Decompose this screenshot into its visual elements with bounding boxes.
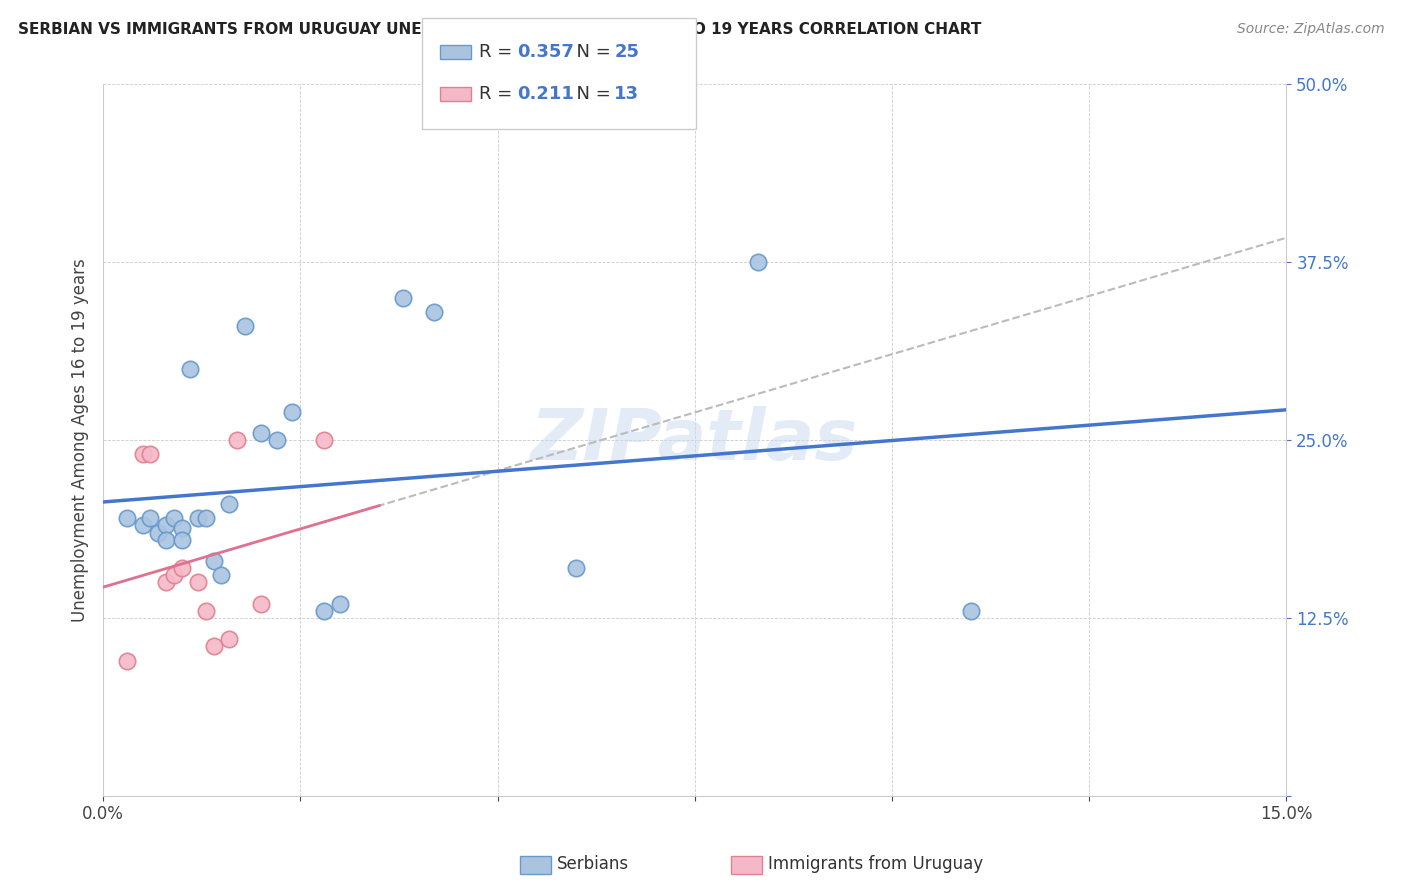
Point [115, 511, 138, 525]
Point [250, 597, 273, 611]
Point [226, 433, 249, 447]
Point [233, 319, 256, 334]
Text: 0.357: 0.357 [517, 43, 574, 61]
Point [170, 533, 193, 547]
Point [211, 568, 233, 582]
Text: R =: R = [479, 85, 524, 103]
Point [250, 425, 273, 440]
Point [202, 554, 225, 568]
Point [155, 575, 177, 590]
Point [115, 654, 138, 668]
Text: 0.211: 0.211 [517, 85, 574, 103]
Point [163, 568, 186, 582]
Point [139, 447, 162, 461]
Point [179, 362, 201, 376]
Point [312, 604, 335, 618]
Point [187, 511, 209, 525]
Text: 13: 13 [614, 85, 640, 103]
Point [423, 305, 446, 319]
Point [170, 521, 193, 535]
Text: R =: R = [479, 43, 519, 61]
Point [139, 511, 162, 525]
Point [747, 255, 769, 269]
Point [131, 518, 153, 533]
Text: Source: ZipAtlas.com: Source: ZipAtlas.com [1237, 22, 1385, 37]
Point [155, 518, 177, 533]
Point [218, 632, 240, 647]
Point [194, 604, 217, 618]
Point [960, 604, 983, 618]
Point [155, 533, 177, 547]
Point [187, 575, 209, 590]
Point [281, 404, 304, 418]
Point [163, 511, 186, 525]
Text: ZIPatlas: ZIPatlas [531, 406, 859, 475]
Text: 25: 25 [614, 43, 640, 61]
Text: N =: N = [565, 43, 617, 61]
Point [148, 525, 170, 540]
Point [131, 447, 153, 461]
Text: Immigrants from Uruguay: Immigrants from Uruguay [768, 855, 983, 873]
Point [202, 640, 225, 654]
Text: SERBIAN VS IMMIGRANTS FROM URUGUAY UNEMPLOYMENT AMONG AGES 16 TO 19 YEARS CORREL: SERBIAN VS IMMIGRANTS FROM URUGUAY UNEMP… [18, 22, 981, 37]
Point [312, 433, 335, 447]
Y-axis label: Unemployment Among Ages 16 to 19 years: Unemployment Among Ages 16 to 19 years [72, 258, 89, 622]
Point [170, 561, 193, 575]
Point [266, 433, 288, 447]
Point [194, 511, 217, 525]
Text: Serbians: Serbians [557, 855, 628, 873]
Point [218, 497, 240, 511]
Point [392, 291, 415, 305]
Point [565, 561, 588, 575]
Point [329, 597, 352, 611]
Text: N =: N = [565, 85, 617, 103]
